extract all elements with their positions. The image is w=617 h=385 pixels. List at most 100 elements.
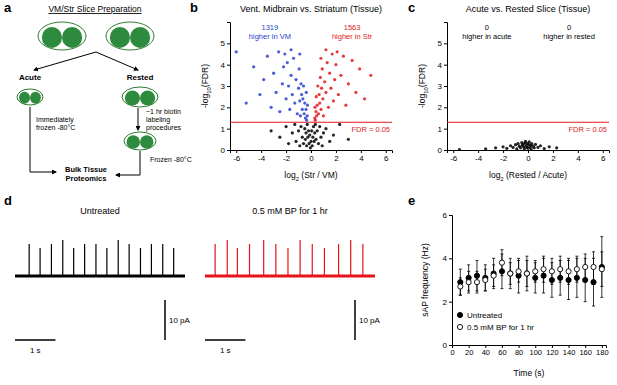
- error-cap: [517, 260, 520, 261]
- error-cap: [509, 262, 512, 263]
- error-cap: [475, 271, 478, 272]
- error-cap: [584, 301, 587, 302]
- point: [270, 129, 273, 132]
- point: [287, 84, 290, 87]
- error-cap: [475, 293, 478, 294]
- point: [281, 82, 284, 85]
- scale-label: 1 s: [30, 346, 41, 355]
- point: [262, 78, 265, 81]
- point: [591, 264, 596, 269]
- point: [282, 65, 285, 68]
- tick-label: 6: [443, 211, 448, 220]
- spike: [215, 244, 216, 276]
- point: [319, 76, 322, 79]
- panel-label: e: [408, 193, 415, 208]
- panel-label: b: [190, 0, 198, 15]
- point: [300, 93, 303, 96]
- axis-line: [227, 23, 231, 151]
- tick-label: 0: [221, 146, 226, 155]
- point: [347, 138, 350, 141]
- point: [299, 114, 302, 117]
- axis: 012345: [438, 23, 448, 156]
- tick-mark: [449, 215, 452, 216]
- point: [283, 52, 286, 55]
- tick: 140: [563, 345, 576, 357]
- point: [334, 63, 337, 66]
- tick-label: 0: [309, 154, 314, 163]
- point: [304, 108, 307, 111]
- tick-label: 4: [438, 61, 443, 70]
- tick-mark: [444, 129, 447, 130]
- arrow: [116, 151, 140, 175]
- point: [292, 57, 295, 60]
- tick-label: 2: [221, 103, 226, 112]
- point: [533, 269, 538, 274]
- point: [301, 97, 304, 100]
- axis-title: -log10(FDR): [417, 64, 429, 108]
- tick: 180: [596, 345, 609, 357]
- tick-mark: [361, 150, 362, 153]
- point: [314, 119, 317, 122]
- point: [306, 104, 309, 107]
- tick: 4: [576, 150, 581, 163]
- step-text: procedures: [146, 124, 182, 132]
- point: [524, 271, 529, 276]
- tick-label: 3: [221, 82, 226, 91]
- axis-line: [444, 23, 448, 151]
- point: [310, 129, 313, 132]
- point: [319, 57, 322, 60]
- tick-label: 0: [450, 348, 454, 357]
- error-line: [460, 269, 461, 295]
- point: [305, 91, 308, 94]
- scale-bar: [15, 339, 55, 341]
- tick-label: 0: [443, 341, 448, 350]
- point: [599, 267, 604, 272]
- tick: 1: [438, 125, 447, 134]
- error-cap: [484, 264, 487, 265]
- branch-label: Rested: [127, 73, 154, 82]
- chart-title: 0.5 mM BP for 1 hr: [252, 206, 327, 216]
- spike: [263, 240, 264, 276]
- plot-area: [230, 48, 392, 149]
- slice-outline: [38, 22, 86, 50]
- point: [363, 97, 366, 100]
- tick: -4: [258, 150, 266, 163]
- point: [541, 267, 546, 272]
- axis: 020406080100120140160180: [450, 345, 608, 357]
- error-cap: [525, 290, 528, 291]
- plot-area: [447, 122, 609, 150]
- threshold-label: FDR = 0.05: [351, 125, 390, 134]
- tick-label: -6: [450, 154, 458, 163]
- point: [309, 140, 312, 143]
- point: [324, 91, 327, 94]
- point: [289, 48, 292, 51]
- slice-region: [30, 92, 41, 104]
- slice: [106, 22, 154, 50]
- tick: 0: [309, 150, 314, 163]
- point: [278, 110, 281, 113]
- step-text: ~1 hr biotin: [146, 108, 181, 115]
- slice-outline: [106, 22, 154, 50]
- point: [338, 123, 341, 126]
- error-cap: [592, 306, 595, 307]
- spike: [324, 248, 325, 276]
- tick-label: 6: [384, 154, 389, 163]
- tick: 4: [221, 61, 230, 70]
- point: [294, 140, 297, 143]
- tick: -4: [475, 150, 483, 163]
- tick-mark: [449, 258, 452, 259]
- point: [266, 55, 269, 58]
- tick-label: 2: [443, 298, 448, 307]
- spike: [362, 244, 363, 276]
- point: [548, 145, 551, 148]
- slice-outline: [17, 89, 43, 105]
- tick: 60: [498, 345, 506, 357]
- point: [530, 147, 533, 150]
- point: [299, 82, 302, 85]
- point: [501, 145, 504, 148]
- slice-outline: [124, 132, 156, 150]
- point: [333, 78, 336, 81]
- point: [555, 146, 558, 149]
- point: [539, 144, 542, 147]
- point: [287, 142, 290, 145]
